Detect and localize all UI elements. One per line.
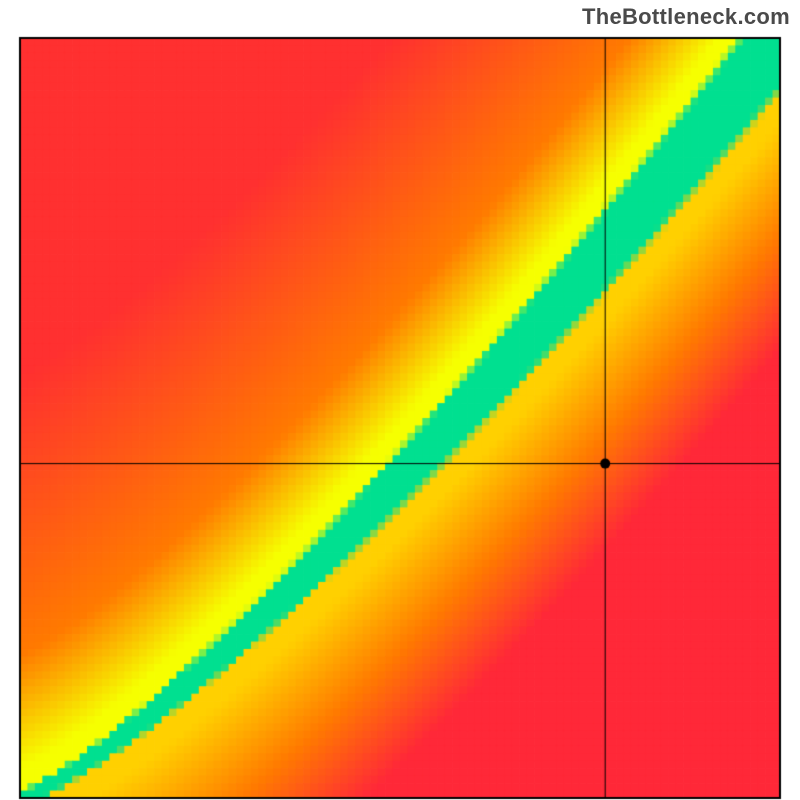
heatmap-canvas	[0, 0, 800, 800]
watermark-text: TheBottleneck.com	[582, 4, 790, 30]
chart-container: TheBottleneck.com	[0, 0, 800, 800]
